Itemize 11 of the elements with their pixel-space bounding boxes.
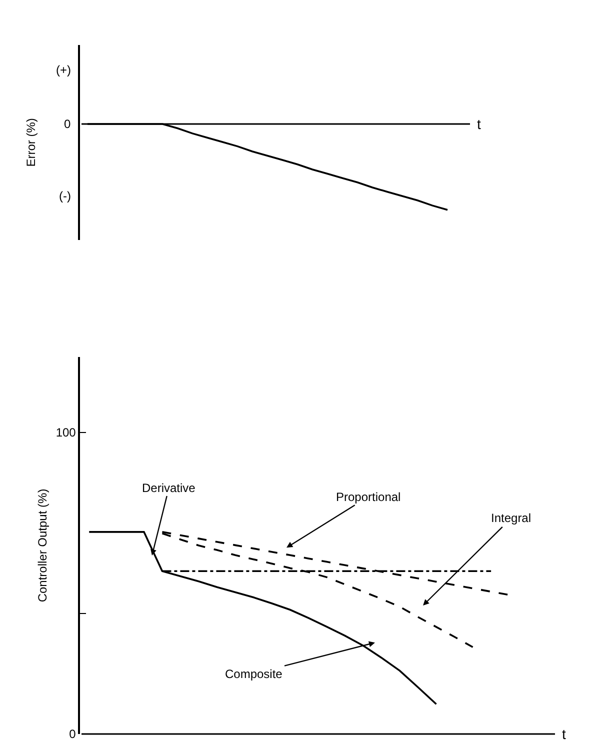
y-tick-label: 100 xyxy=(56,426,76,440)
x-axis-title: t xyxy=(562,726,566,742)
text: (+) xyxy=(56,63,72,77)
text: (-) xyxy=(59,189,71,203)
y-axis-title: Controller Output (%) xyxy=(36,488,50,602)
annotation: Proportional xyxy=(336,490,401,504)
annotation: Integral xyxy=(491,511,532,525)
y-axis-title: Error (%) xyxy=(24,118,38,167)
annotation: Derivative xyxy=(142,481,196,495)
x-axis-title: t xyxy=(477,116,481,132)
annotation: Composite xyxy=(225,667,283,681)
